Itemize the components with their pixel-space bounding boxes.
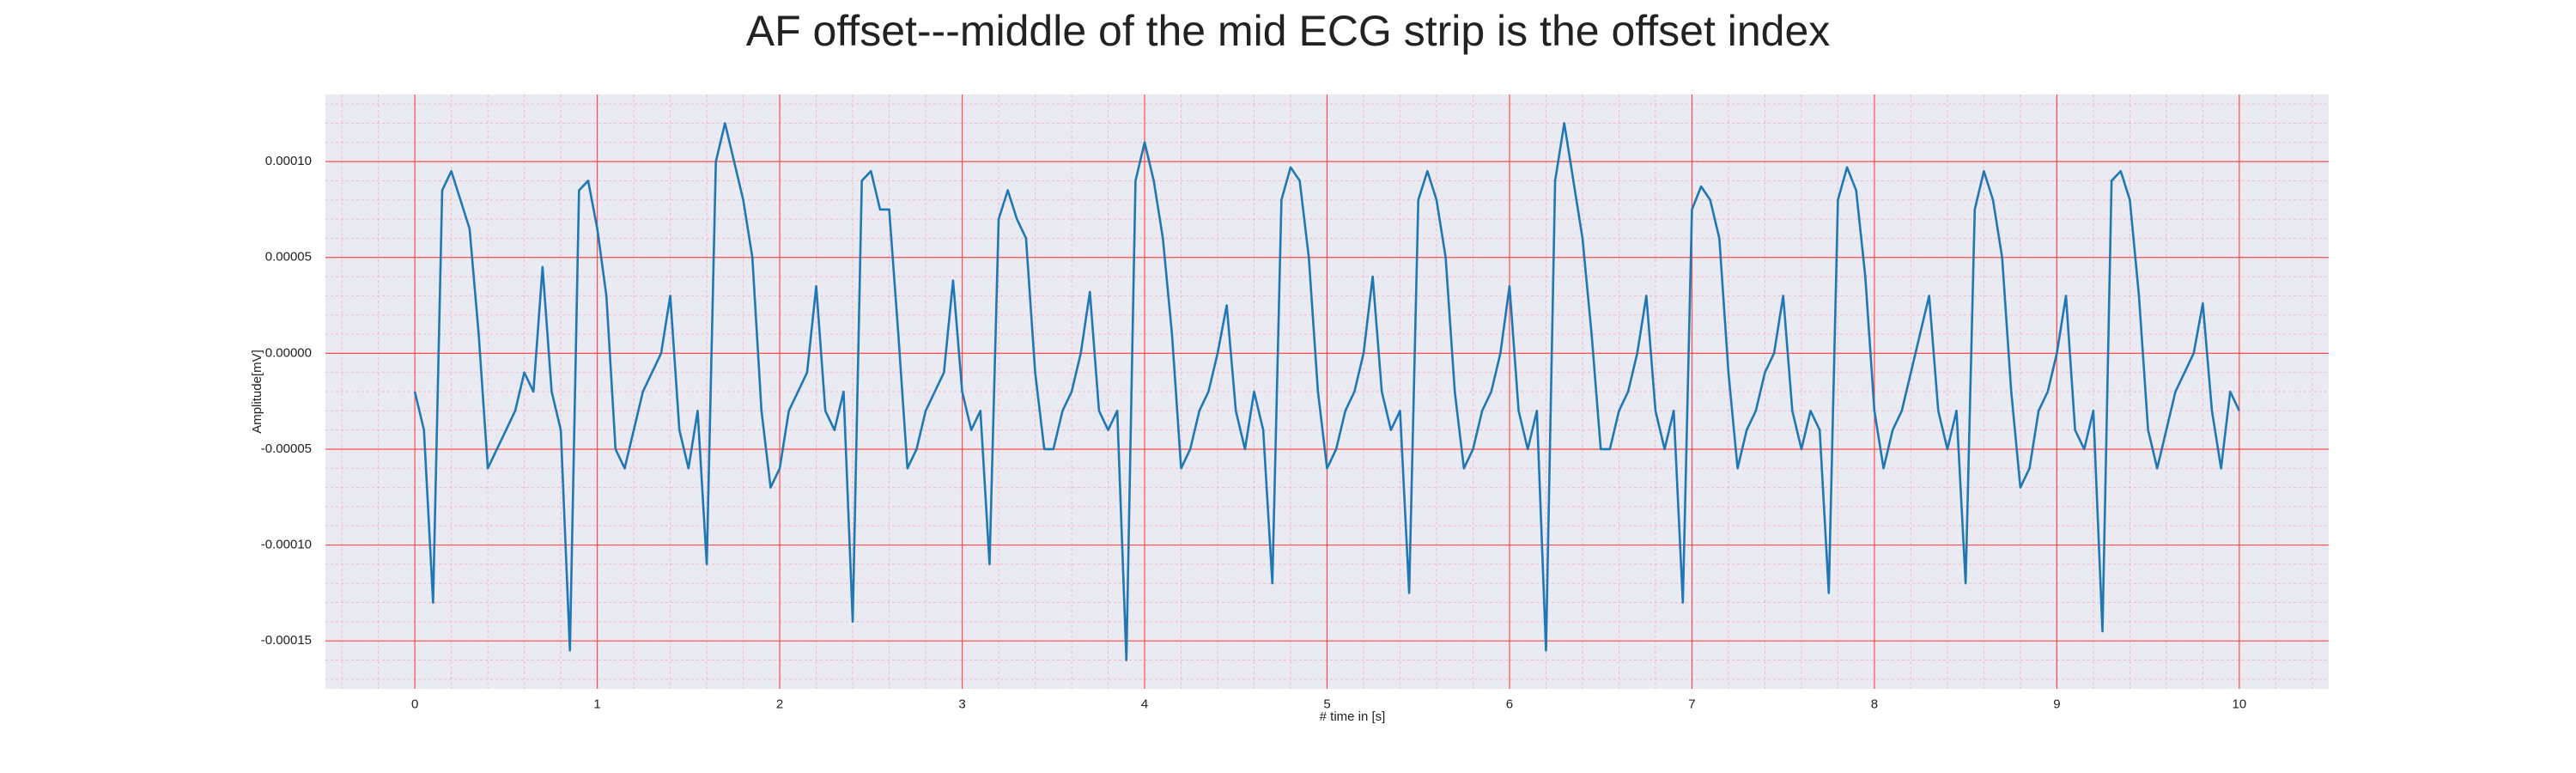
y-tick-label: 0.00010 [265,154,312,168]
x-tick-label: 3 [958,697,965,711]
y-tick-label: -0.00005 [261,441,312,456]
x-tick-label: 9 [2053,697,2060,711]
y-tick-label: -0.00010 [261,538,312,552]
y-tick-label: 0.00005 [265,250,312,265]
x-tick-label: 5 [1323,697,1330,711]
y-axis-label: Amplitude[mV] [250,350,264,434]
x-axis-label: # time in [s] [1320,709,1386,724]
y-tick-label: 0.00000 [265,345,312,360]
y-tick-label: -0.00015 [261,633,312,648]
x-tick-label: 10 [2233,697,2247,711]
x-tick-label: 0 [411,697,418,711]
ecg-line [413,122,2241,661]
x-tick-label: 1 [593,697,600,711]
chart-title: AF offset---middle of the mid ECG strip … [746,7,1831,55]
x-tick-label: 8 [1871,697,1878,711]
x-tick-label: 7 [1688,697,1695,711]
x-tick-label: 6 [1506,697,1513,711]
x-tick-label: 2 [776,697,783,711]
x-tick-label: 4 [1141,697,1148,711]
